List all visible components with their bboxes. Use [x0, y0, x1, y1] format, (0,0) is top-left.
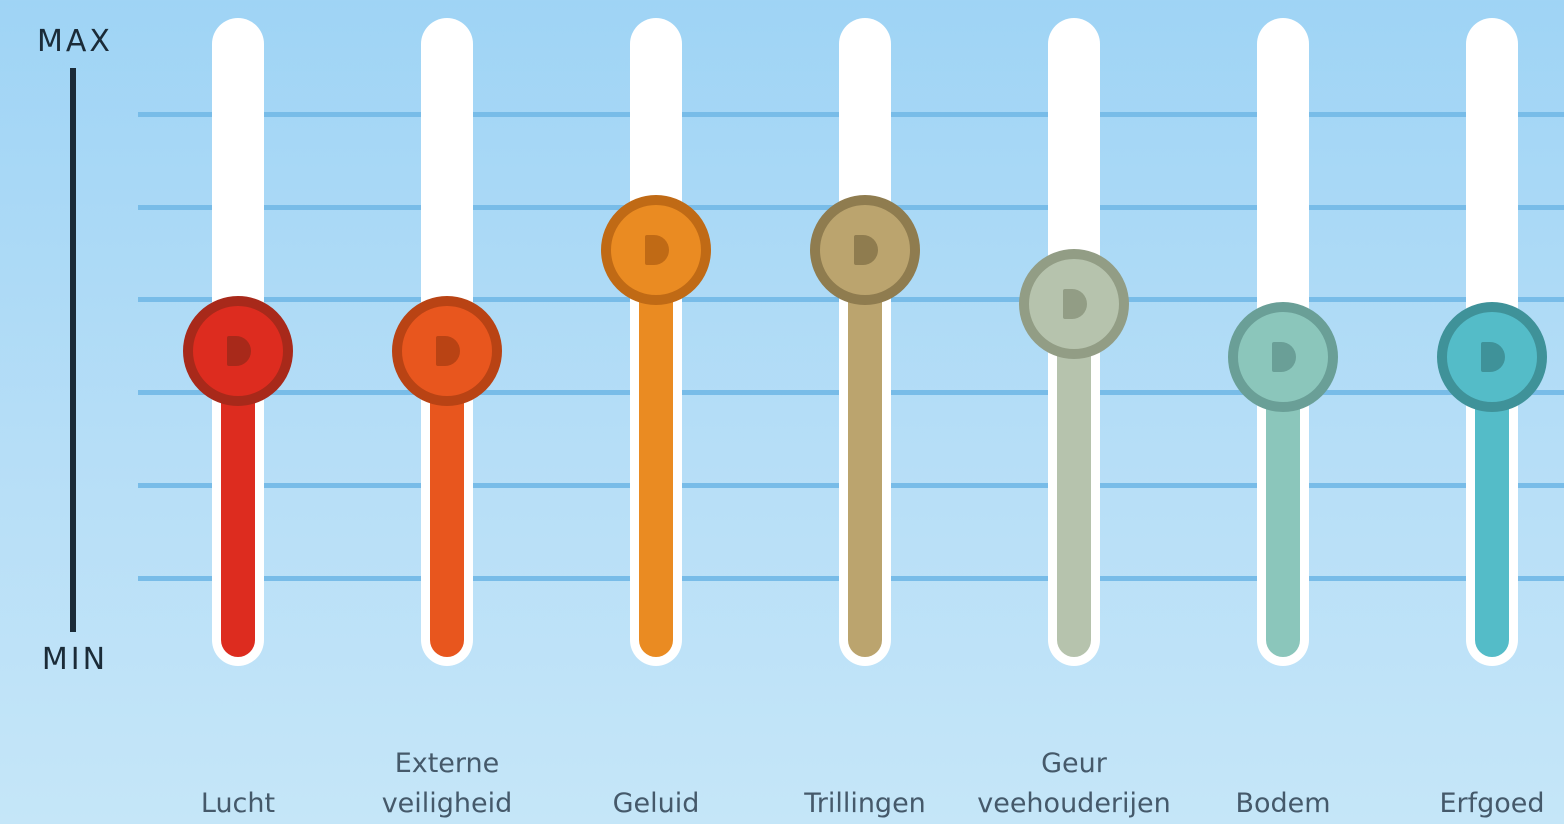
slider-label: Geluid	[612, 788, 700, 819]
slider-fill	[1057, 303, 1091, 657]
slider-label: Erfgoed	[1439, 788, 1545, 819]
slider-handle[interactable]	[1019, 248, 1129, 359]
slider-label: Bodem	[1235, 788, 1331, 819]
d-icon	[1272, 342, 1296, 373]
slider-handle[interactable]	[810, 195, 920, 306]
d-icon	[854, 235, 878, 266]
slider-label: Lucht	[200, 788, 276, 819]
axis-max-label: MAX	[37, 24, 113, 59]
slider-handle[interactable]	[1437, 302, 1547, 413]
slider-handle[interactable]	[392, 296, 502, 407]
d-icon	[1481, 342, 1505, 373]
slider-handle[interactable]	[601, 195, 711, 306]
slider-label: Geur veehouderijen	[977, 748, 1171, 819]
d-icon	[645, 235, 669, 266]
slider-label: Externe veiligheid	[381, 748, 513, 819]
slider-label: Trillingen	[804, 788, 926, 819]
slider-fill	[639, 250, 673, 657]
axis-line	[70, 68, 76, 632]
d-icon	[227, 336, 251, 367]
slider-handle[interactable]	[183, 296, 293, 407]
axis-min-label: MIN	[41, 642, 109, 677]
d-icon	[436, 336, 460, 367]
slider-handle[interactable]	[1228, 302, 1338, 413]
slider-fill	[848, 250, 882, 657]
d-icon	[1063, 288, 1087, 319]
